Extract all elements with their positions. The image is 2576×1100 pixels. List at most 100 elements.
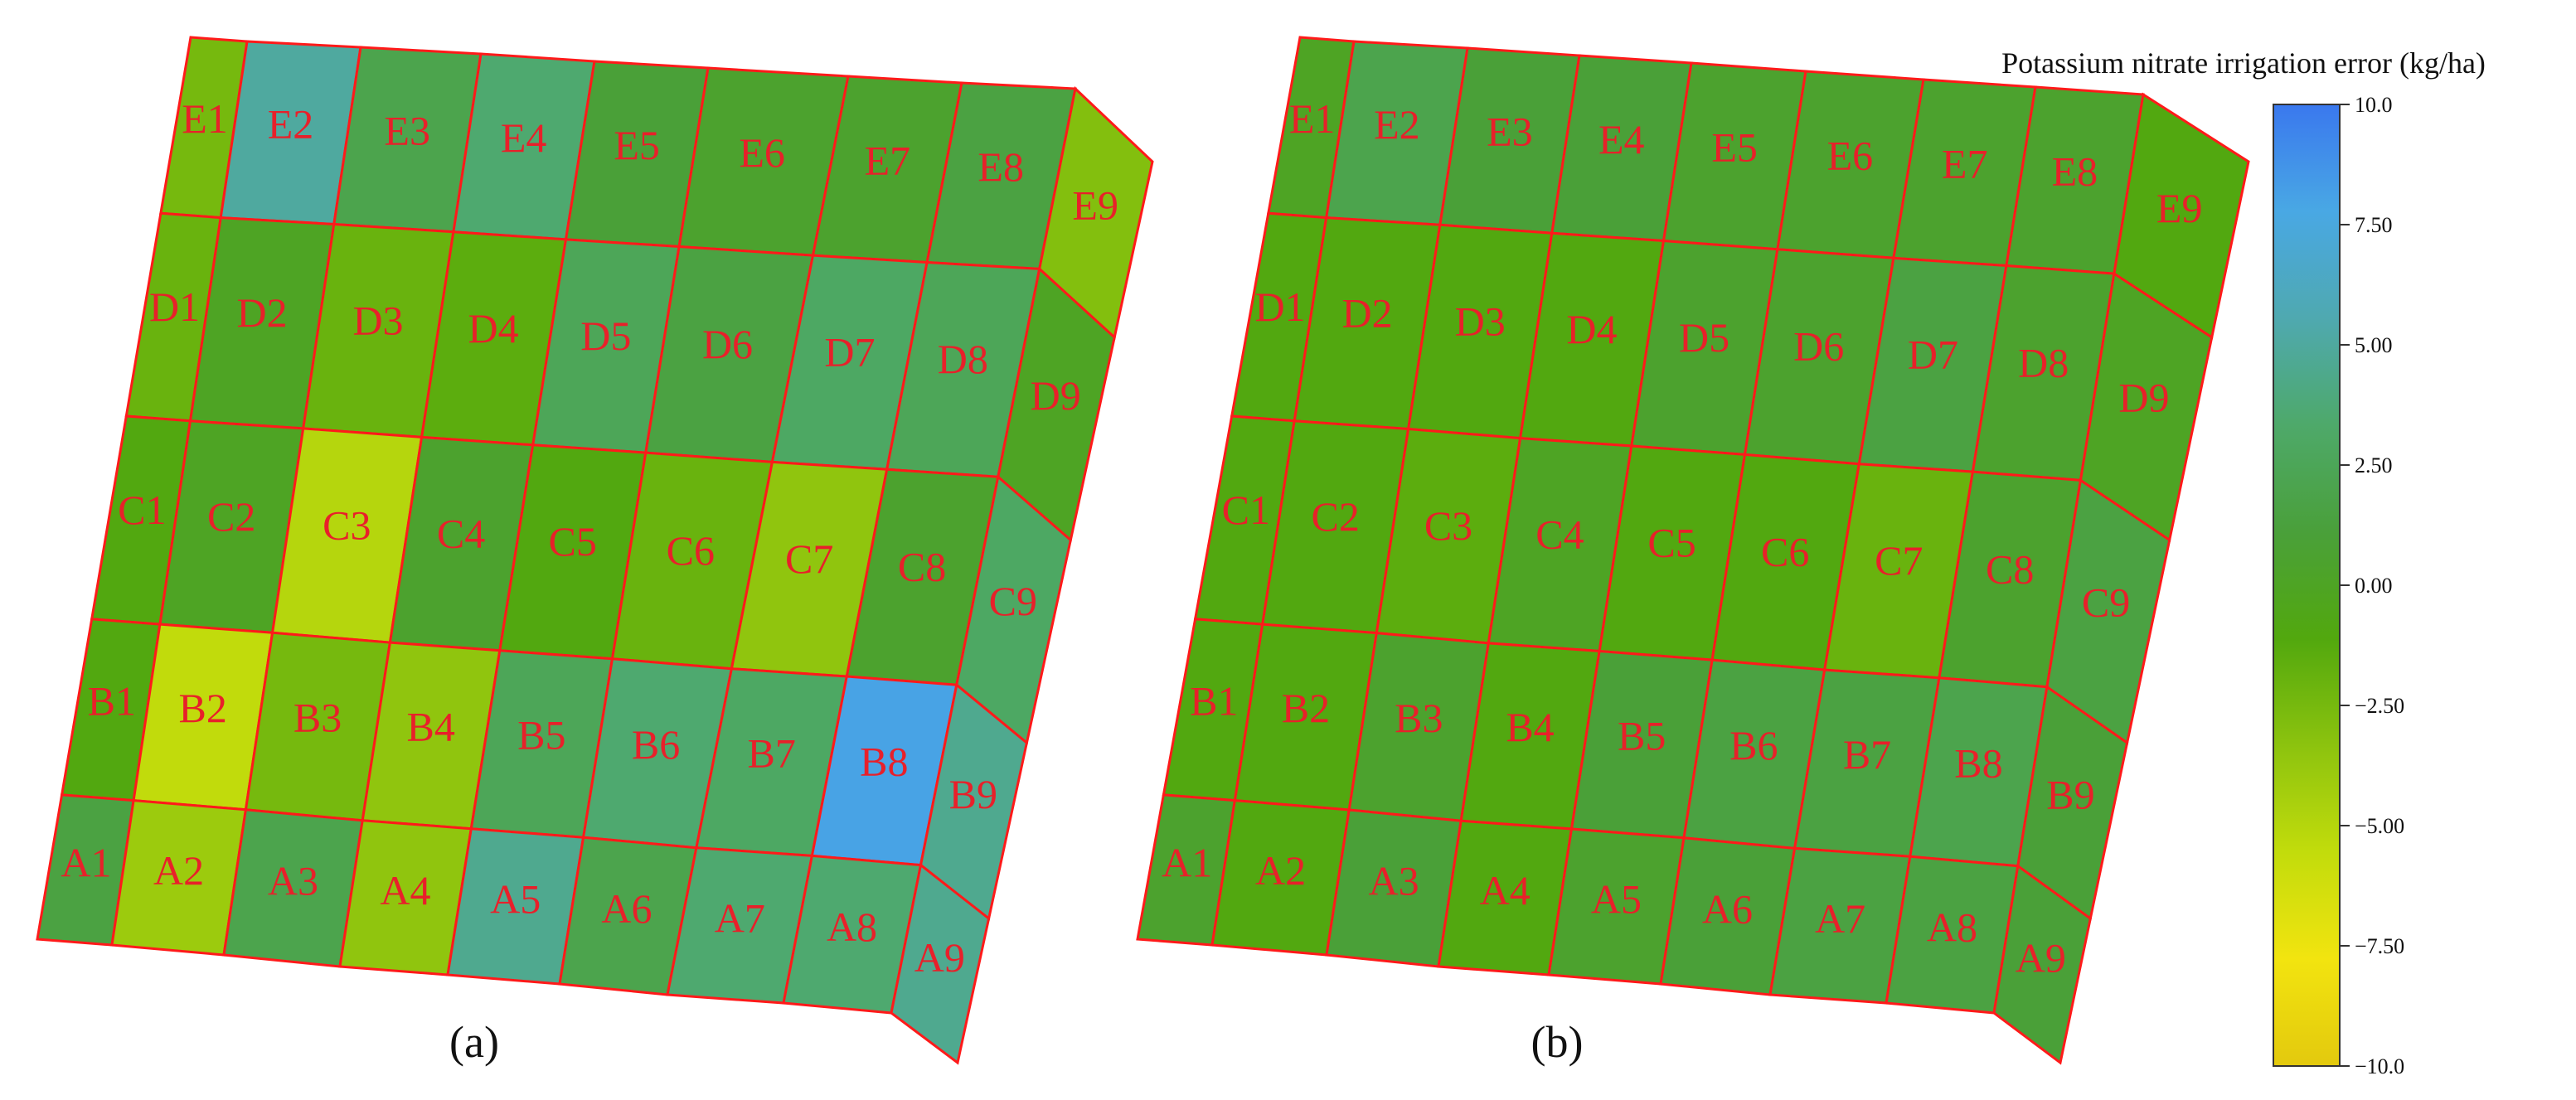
cell-label-A3: A3: [1369, 858, 1419, 904]
cell-label-C1: C1: [118, 487, 166, 533]
cell-label-E8: E8: [2052, 148, 2098, 195]
cell-label-D2: D2: [1342, 290, 1393, 337]
cell-label-E2: E2: [1374, 101, 1420, 148]
colorbar-tick-label: −10.0: [2355, 1054, 2404, 1078]
heatmap-panel-b: E1 E2 E3 E4 E5 E6 E7 E8 E9 D1 D2 D3 D4 D5 D6 D7 D8 D9 C1 C2…: [1136, 36, 2250, 1067]
colorbar-gradient: [2273, 104, 2341, 1067]
colorbar-tick-label: 10.0: [2355, 93, 2393, 117]
cell-label-A8: A8: [1927, 904, 1977, 951]
cell-label-B2: B2: [1282, 685, 1330, 731]
cell-label-C5: C5: [549, 518, 597, 565]
cell-label-A8: A8: [827, 904, 877, 950]
cell-label-C3: C3: [323, 502, 371, 548]
colorbar-tick-label: −5.00: [2355, 814, 2404, 838]
cell-label-B8: B8: [1954, 739, 2002, 786]
colorbar-tick-label: −2.50: [2355, 694, 2404, 718]
cell-label-B6: B6: [1729, 722, 1778, 768]
cell-label-C5: C5: [1647, 520, 1696, 566]
cell-label-C2: C2: [207, 493, 255, 540]
cell-label-E9: E9: [1072, 182, 1118, 229]
cell-label-D8: D8: [2018, 339, 2069, 385]
cell-label-E1: E1: [1289, 95, 1336, 142]
cell-label-E4: E4: [501, 114, 547, 161]
cell-label-B6: B6: [632, 721, 680, 768]
cell-label-B5: B5: [1618, 712, 1666, 758]
cell-label-D3: D3: [1455, 298, 1506, 344]
cell-label-D7: D7: [1908, 332, 1958, 378]
cell-label-B4: B4: [407, 704, 455, 750]
cell-label-D6: D6: [1793, 323, 1844, 370]
cell-label-E9: E9: [2156, 185, 2203, 231]
cell-label-B9: B9: [949, 771, 997, 817]
cell-label-D1: D1: [149, 283, 200, 330]
cell-label-C1: C1: [1222, 487, 1270, 533]
cell-label-C4: C4: [1535, 511, 1584, 558]
cell-label-C3: C3: [1424, 502, 1472, 549]
cell-label-D7: D7: [824, 329, 875, 376]
cell-label-A3: A3: [268, 857, 318, 904]
cell-label-B1: B1: [88, 678, 136, 724]
cell-label-C9: C9: [2082, 579, 2130, 626]
cell-label-C7: C7: [1875, 537, 1923, 584]
heatmap-panel-a: E1 E2 E3 E4 E5 E6 E7 E8 E9 D1 D2 D3 D4 D5 D6 D7 D8 D9 C1 C2…: [36, 36, 1154, 1067]
cell-label-E3: E3: [1487, 109, 1533, 155]
cell-label-E8: E8: [978, 143, 1024, 190]
cell-label-B4: B4: [1506, 704, 1554, 750]
cell-label-D2: D2: [237, 289, 288, 336]
cell-label-D1: D1: [1255, 283, 1306, 330]
cell-label-E1: E1: [182, 95, 228, 142]
heatmap-cell-A9: [1992, 864, 2092, 1065]
cell-label-C7: C7: [785, 535, 833, 582]
cell-label-B3: B3: [293, 695, 342, 741]
cell-label-E6: E6: [739, 129, 785, 176]
cell-label-D9: D9: [2118, 375, 2169, 421]
cell-label-B1: B1: [1190, 678, 1238, 724]
cell-label-A9: A9: [2016, 934, 2066, 981]
cell-label-C6: C6: [1761, 529, 1809, 575]
cell-label-B2: B2: [179, 685, 227, 731]
cell-label-E5: E5: [614, 122, 660, 168]
cell-label-C4: C4: [437, 511, 485, 557]
cell-label-A6: A6: [1702, 886, 1753, 933]
cell-label-B3: B3: [1395, 695, 1443, 741]
cell-label-C2: C2: [1312, 493, 1360, 540]
colorbar: Potassium nitrate irrigation error (kg/h…: [2001, 46, 2486, 1078]
cell-label-C8: C8: [898, 543, 946, 589]
panel-label-a: (a): [449, 1017, 499, 1067]
cell-label-E4: E4: [1598, 116, 1645, 162]
cell-label-A2: A2: [1255, 847, 1306, 894]
heatmap-cell-A9: [890, 862, 991, 1065]
cell-label-D5: D5: [1679, 314, 1729, 361]
cell-label-B7: B7: [1843, 731, 1891, 778]
cell-label-E7: E7: [865, 137, 911, 183]
cell-label-E5: E5: [1711, 124, 1758, 171]
cell-label-D6: D6: [702, 321, 753, 367]
cell-label-B9: B9: [2046, 772, 2094, 818]
cell-label-D8: D8: [938, 336, 988, 382]
cell-label-A2: A2: [153, 847, 204, 894]
cell-label-C9: C9: [989, 578, 1037, 624]
cell-label-A1: A1: [61, 840, 111, 886]
cell-label-D9: D9: [1031, 372, 1081, 419]
cell-label-D5: D5: [580, 313, 631, 359]
colorbar-tick-label: 2.50: [2355, 453, 2393, 477]
colorbar-title: Potassium nitrate irrigation error (kg/h…: [2001, 46, 2486, 80]
cell-label-A5: A5: [490, 875, 541, 922]
cell-label-A4: A4: [380, 867, 430, 913]
cell-label-A6: A6: [601, 885, 652, 932]
cell-label-A4: A4: [1480, 867, 1531, 913]
panel-label-b: (b): [1531, 1017, 1584, 1067]
cell-label-C8: C8: [1986, 545, 2034, 592]
cell-label-E6: E6: [1827, 133, 1874, 179]
cell-label-C6: C6: [667, 527, 715, 574]
colorbar-tick-label: 7.50: [2355, 213, 2393, 237]
cell-label-A7: A7: [1815, 895, 1865, 942]
cell-label-B5: B5: [517, 712, 565, 758]
cell-label-E2: E2: [268, 100, 314, 147]
cell-label-D4: D4: [468, 305, 519, 351]
cell-label-D4: D4: [1566, 306, 1617, 352]
cell-label-A1: A1: [1162, 840, 1212, 886]
colorbar-tick-label: −7.50: [2355, 934, 2404, 958]
cell-label-D3: D3: [352, 297, 403, 343]
